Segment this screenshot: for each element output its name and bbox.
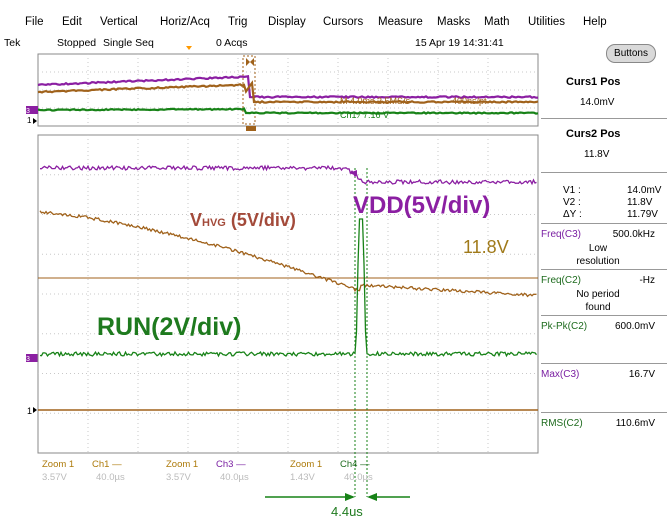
zoom-channel: Ch3 — <box>216 459 246 470</box>
delta-t-indicator <box>265 493 410 501</box>
menu-item-edit[interactable]: Edit <box>62 16 82 28</box>
panel-divider <box>541 363 667 364</box>
zoom-volts: 3.57V <box>42 472 67 483</box>
voltage-annotation: 11.8V <box>463 237 509 257</box>
vdd-cursor-arrow-icon <box>349 170 357 176</box>
zoom-volts: 3.57V <box>166 472 191 483</box>
zoom-channel: Ch1 — <box>92 459 122 470</box>
cursor2-position-title: Curs2 Pos <box>566 128 621 140</box>
zoom-box[interactable]: Zoom 1 Ch1 — 3.57V 40.0µs <box>40 459 160 486</box>
measurement-row[interactable]: Freq(C2) -Hz No period found <box>541 275 655 315</box>
menu-item-horizacq[interactable]: Horiz/Acq <box>160 16 210 28</box>
ch3-ground-marker[interactable] <box>26 106 38 114</box>
panel-divider <box>541 118 667 119</box>
zoom-right-marker-icon <box>250 58 254 66</box>
zoom-title: Zoom 1 <box>42 459 75 470</box>
zoom-time: 40.0µs <box>344 472 373 483</box>
cursor2-position-value[interactable]: 11.8V <box>584 149 610 160</box>
menu-item-help[interactable]: Help <box>583 16 607 28</box>
channel-markers: 3 1 3 1 <box>26 106 38 416</box>
vhvg-annotation: VHVG (5V/div) <box>190 210 296 230</box>
measurement-label: Max(C3) <box>541 369 580 380</box>
svg-text:1: 1 <box>27 116 32 125</box>
measurement-row[interactable]: RMS(C2) 110.6mV <box>541 418 655 458</box>
measurement-row[interactable]: Pk-Pk(C2) 600.0mV <box>541 321 655 361</box>
zoom-time: 40.0µs <box>220 472 249 483</box>
panel-divider <box>541 269 667 270</box>
overview-channel-label: Ch1 ∕ 7.16 V <box>340 110 389 120</box>
brand-label: Tek <box>4 37 21 49</box>
cursor1-position-value[interactable]: 14.0mV <box>580 97 615 108</box>
measurement-note: resolution <box>576 256 620 267</box>
measurement-row[interactable]: Max(C3) 16.7V <box>541 369 655 409</box>
delta-arrow-right-icon <box>345 493 355 501</box>
measurement-note: Low <box>588 243 608 254</box>
menu-item-file[interactable]: File <box>25 16 44 28</box>
delta-arrow-left-icon <box>367 493 377 501</box>
overview-resolution-label: 400ns/pt <box>452 96 487 106</box>
v2-label: V2 : <box>563 197 581 208</box>
ch1-waveform <box>39 210 537 298</box>
delta-t-annotation: 4.4us <box>331 504 363 519</box>
svg-text:3: 3 <box>26 356 30 363</box>
acquisition-count: 0 Acqs <box>216 37 248 49</box>
run-annotation: RUN(2V/div) <box>97 313 242 341</box>
panel-divider <box>541 412 667 413</box>
panel-divider <box>541 223 667 224</box>
measurement-value: -Hz <box>639 275 655 286</box>
v2-value: 11.8V <box>627 197 653 208</box>
overview-window: M 4.0ms 2.5MS/s 400ns/pt Ch1 ∕ 7.16 V <box>37 46 539 131</box>
measurement-label: RMS(C2) <box>541 418 583 429</box>
ch1-ground-marker[interactable]: 1 <box>27 406 32 416</box>
delta-y-value: 11.79V <box>627 209 658 220</box>
zoom-title: Zoom 1 <box>290 459 323 470</box>
menu-item-display[interactable]: Display <box>268 16 306 28</box>
menu-item-measure[interactable]: Measure <box>378 16 423 28</box>
ch4-waveform <box>39 218 537 358</box>
zoom-title: Zoom 1 <box>166 459 199 470</box>
vdd-annotation: VDD(5V/div) <box>353 192 491 219</box>
date-time: 15 Apr 19 14:31:41 <box>415 37 504 49</box>
menu-item-trig[interactable]: Trig <box>228 16 248 28</box>
acquisition-mode: Single Seq <box>103 37 154 49</box>
panel-divider <box>541 172 667 173</box>
panel-divider <box>541 315 667 316</box>
measurement-value: 110.6mV <box>615 418 655 429</box>
measurement-value: 600.0mV <box>614 321 655 332</box>
trigger-position-marker[interactable] <box>186 46 192 50</box>
measurement-label: Freq(C3) <box>541 229 582 240</box>
ch3-waveform <box>40 164 537 186</box>
menu-bar: File Edit Vertical Horiz/Acq Trig Display Curs… <box>0 0 669 34</box>
measurement-label: Pk-Pk(C2) <box>541 321 588 332</box>
zoom-volts: 1.43V <box>290 472 315 483</box>
buttons-toggle-button[interactable]: Buttons <box>606 44 656 63</box>
v1-value: 14.0mV <box>627 185 662 196</box>
zoom-left-marker-icon <box>246 58 250 66</box>
zoom-window <box>37 134 539 497</box>
measurement-label: Freq(C2) <box>541 275 582 286</box>
zoom-box[interactable]: Zoom 1 Ch3 — 3.57V 40.0µs <box>164 459 284 486</box>
zoom-channel: Ch4 — <box>340 459 370 470</box>
delta-y-label: ΔY : <box>563 209 582 220</box>
acquisition-state: Stopped <box>57 37 97 49</box>
zoom-time: 40.0µs <box>96 472 125 483</box>
overview-m-label: M 4.0ms 2.5MS/s <box>340 96 411 106</box>
ch3-zoom-ground-marker[interactable] <box>26 354 38 362</box>
menu-item-masks[interactable]: Masks <box>437 16 471 28</box>
menu-item-math[interactable]: Math <box>484 16 510 28</box>
zoom-position-handle[interactable] <box>246 126 256 131</box>
zoom-box[interactable]: Zoom 1 Ch4 — 1.43V 40.0µs <box>288 459 408 486</box>
measurement-note: No period <box>576 289 620 300</box>
measurement-value: 16.7V <box>628 369 655 380</box>
menu-item-utilities[interactable]: Utilities <box>528 16 566 28</box>
v1-label: V1 : <box>563 185 581 196</box>
menu-item-cursors[interactable]: Cursors <box>323 16 364 28</box>
measurement-row[interactable]: Freq(C3) 500.0kHz Low resolution <box>541 229 655 269</box>
menu-item-vertical[interactable]: Vertical <box>100 16 138 28</box>
cursor1-position-title: Curs1 Pos <box>566 76 621 88</box>
measurement-note: found <box>585 302 611 313</box>
measurement-value: 500.0kHz <box>612 229 655 240</box>
svg-text:3: 3 <box>26 108 30 115</box>
